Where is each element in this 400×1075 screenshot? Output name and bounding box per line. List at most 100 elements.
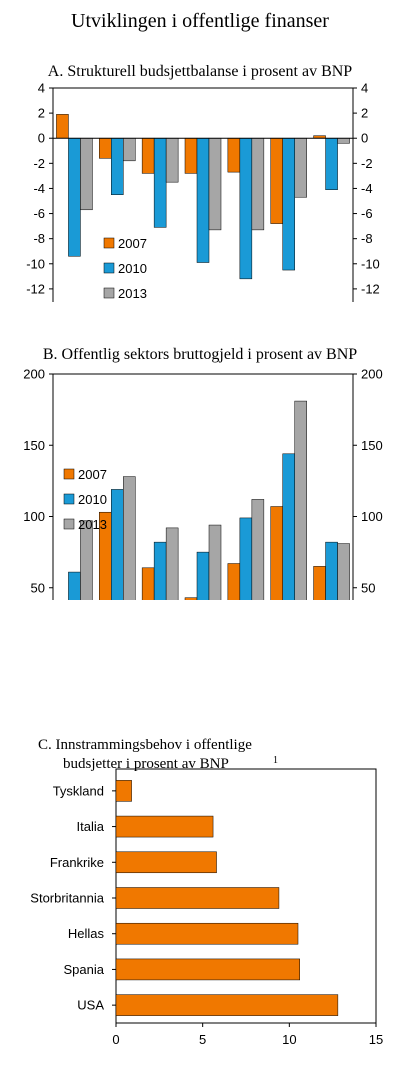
b-legend-swatch-2007 [63, 468, 75, 480]
a-ytick-label-left: -2 [33, 156, 45, 171]
b-bar-2010-hellas [282, 453, 295, 600]
c-category-label-hellas: Hellas [68, 926, 105, 941]
a-ytick-label-left: -6 [33, 206, 45, 221]
c-xtick-label: 0 [112, 1032, 119, 1047]
b-bar-2010-storbritannia [196, 551, 210, 600]
c-bar-usa [115, 994, 339, 1016]
a-bar-2007-italia [99, 137, 112, 159]
c-bar-hellas [115, 922, 299, 945]
a-bar-2013-hellas [294, 137, 307, 198]
a-ytick-label-right: -6 [361, 206, 373, 221]
a-ytick-label-left: 2 [38, 106, 45, 121]
a-legend-swatch-2010 [103, 262, 115, 274]
b-ytick-label-right: 200 [361, 367, 383, 382]
c-xtick-label: 5 [199, 1032, 206, 1047]
b-bar-2010-spania [68, 571, 81, 600]
b-ytick-label-left: 200 [23, 367, 45, 382]
a-ytick-label-right: 2 [361, 106, 368, 121]
a-bar-2013-storbritannia [208, 137, 222, 231]
a-bar-2007-spania [56, 114, 69, 139]
c-category-label-storbritannia: Storbritannia [30, 891, 104, 906]
b-ytick-label-left: 150 [23, 438, 45, 453]
a-bar-2007-usa [227, 137, 241, 173]
b-ytick-label-left: 100 [23, 509, 45, 524]
b-bar-2007-hellas [270, 506, 283, 600]
c-bar-tyskland [115, 780, 132, 802]
c-category-label-italia: Italia [77, 819, 105, 834]
a-ytick-label-left: -4 [33, 181, 45, 196]
c-bar-storbritannia [115, 887, 280, 909]
a-title: A. Strukturell budsjettbalanse i prosent… [48, 63, 353, 80]
a-bar-2013-spania [80, 137, 93, 211]
chart-gross-debt: B. Offentlig sektors bruttogjeld i prose… [23, 346, 383, 600]
a-bar-2007-hellas [270, 137, 283, 224]
c-title-superscript: 1 [273, 755, 278, 766]
b-bar-2013-storbritannia [208, 524, 222, 600]
c-xtick-label: 15 [369, 1032, 383, 1047]
a-plot-frame [52, 87, 354, 302]
a-ytick-label-right: -4 [361, 181, 373, 196]
b-bar-2013-tyskland [337, 543, 350, 600]
b-bar-2010-usa [239, 517, 253, 600]
b-ytick-label-right: 100 [361, 509, 383, 524]
a-bar-2010-usa [239, 137, 253, 280]
a-bar-2010-storbritannia [196, 137, 210, 263]
c-category-label-frankrike: Frankrike [50, 855, 104, 870]
c-title-line-1: C. Innstrammingsbehov i offentlige [38, 737, 252, 753]
a-legend-label-2013: 2013 [118, 286, 147, 301]
a-ytick-label-right: -2 [361, 156, 373, 171]
a-ytick-label-left: 4 [38, 81, 45, 96]
a-bar-2010-tyskland [325, 137, 338, 190]
b-bar-2013-spania [80, 520, 93, 600]
c-title-line-2: budsjetter i prosent av BNP [63, 756, 229, 772]
a-bar-2013-italia [123, 137, 136, 162]
b-ytick-label-left: 50 [31, 580, 45, 595]
a-ytick-label-right: -8 [361, 231, 373, 246]
a-ytick-label-right: -10 [361, 256, 380, 271]
page-title: Utviklingen i offentlige finanser [71, 10, 329, 32]
b-bar-2007-tyskland [313, 566, 326, 600]
a-ytick-label-left: 0 [38, 131, 45, 146]
b-bar-2013-frankrike [165, 527, 179, 600]
b-legend-label-2007: 2007 [78, 467, 107, 482]
c-category-label-usa: USA [77, 998, 104, 1013]
b-bar-2013-hellas [294, 400, 307, 600]
b-bar-2007-usa [227, 563, 241, 600]
a-bar-2007-frankrike [141, 137, 155, 174]
a-ytick-label-left: -12 [26, 281, 45, 296]
a-bar-2010-frankrike [153, 137, 167, 228]
a-legend-swatch-2013 [103, 287, 115, 299]
a-ytick-label-right: 0 [361, 131, 368, 146]
b-legend-swatch-2010 [63, 493, 75, 505]
a-bar-2010-hellas [282, 137, 295, 271]
a-ytick-label-left: -8 [33, 231, 45, 246]
c-category-label-spania: Spania [64, 962, 105, 977]
b-bar-2013-usa [251, 499, 265, 600]
c-bar-spania [115, 958, 300, 981]
a-ytick-label-right: 4 [361, 81, 368, 96]
c-bar-italia [115, 815, 214, 838]
b-legend-label-2013: 2013 [78, 517, 107, 532]
b-legend-swatch-2013 [63, 518, 75, 530]
a-bar-2010-italia [111, 137, 124, 195]
b-bar-2007-storbritannia [184, 597, 198, 600]
a-legend-label-2010: 2010 [118, 261, 147, 276]
a-legend-swatch-2007 [103, 237, 115, 249]
a-bar-2007-storbritannia [184, 137, 198, 174]
a-ytick-label-left: -10 [26, 256, 45, 271]
b-bar-2007-frankrike [141, 567, 155, 600]
c-xtick-label: 10 [282, 1032, 296, 1047]
a-bar-2013-tyskland [337, 137, 350, 144]
b-title: B. Offentlig sektors bruttogjeld i prose… [43, 346, 357, 363]
a-legend-label-2007: 2007 [118, 236, 147, 251]
chart-structural-balance: A. Strukturell budsjettbalanse i prosent… [26, 63, 380, 302]
a-ytick-label-right: -12 [361, 281, 380, 296]
a-bar-2010-spania [68, 137, 81, 257]
b-legend-label-2010: 2010 [78, 492, 107, 507]
b-bar-2010-italia [111, 489, 124, 600]
chart-austerity-need: C. Innstrammingsbehov i offentlige budsje… [30, 737, 383, 1047]
c-bar-frankrike [115, 851, 217, 874]
a-bar-2013-frankrike [165, 137, 179, 183]
a-bar-2013-usa [251, 137, 265, 231]
